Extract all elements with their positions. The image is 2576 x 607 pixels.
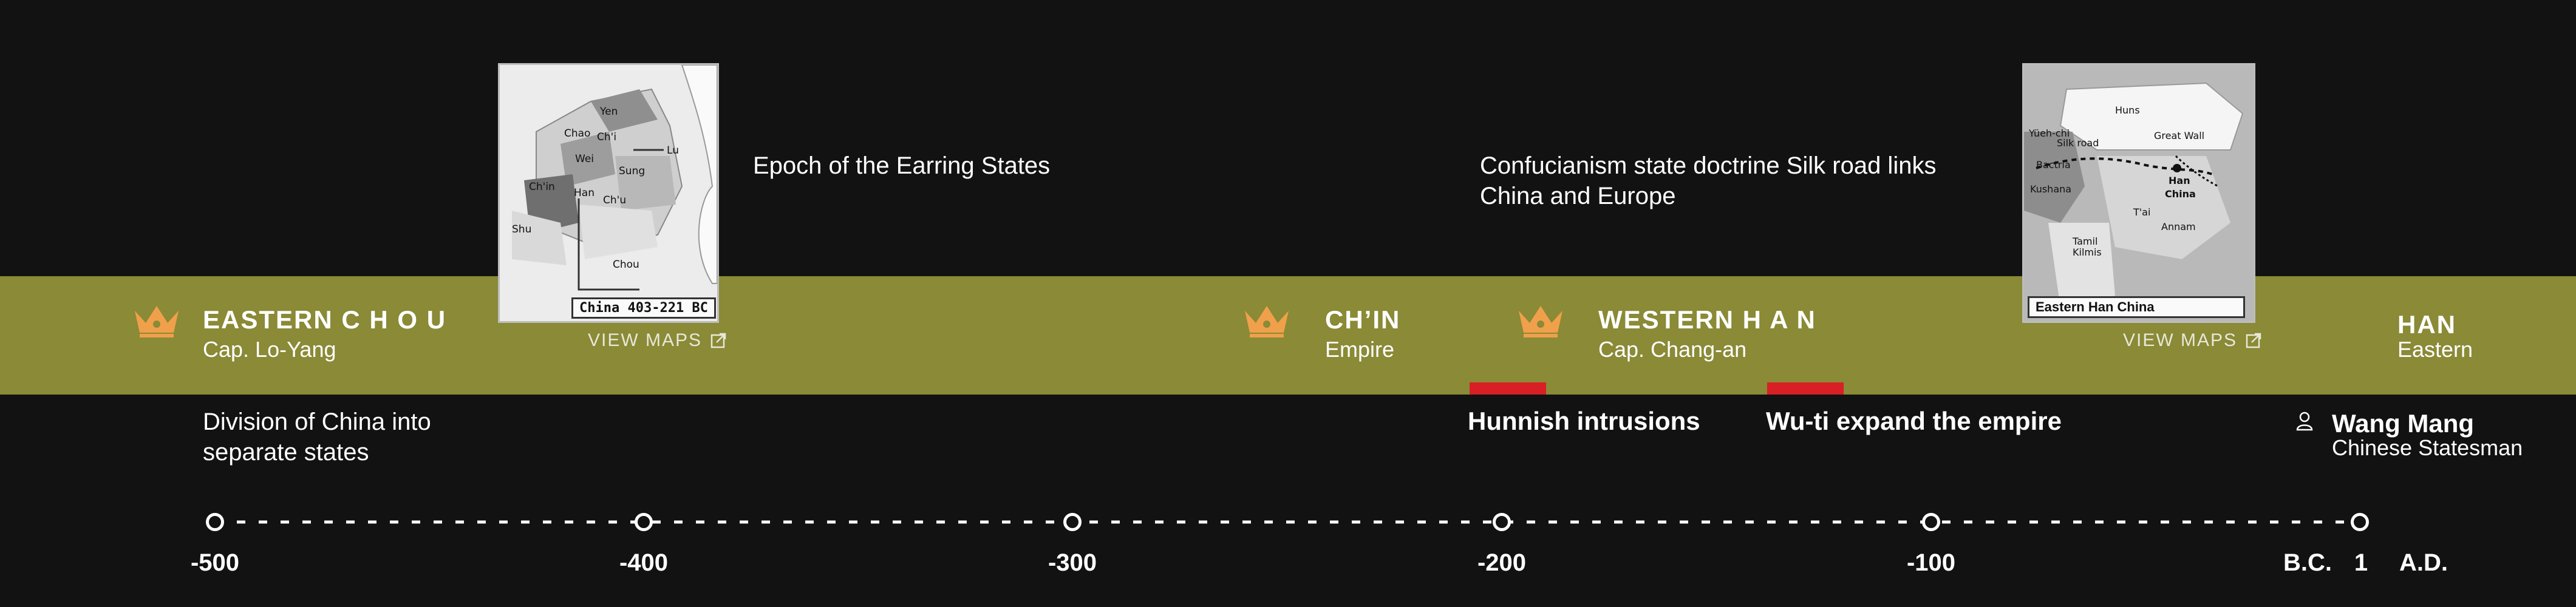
timeline-node[interactable]	[206, 513, 224, 531]
svg-text:Han: Han	[574, 187, 595, 199]
svg-text:Ch'in: Ch'in	[529, 181, 555, 193]
svg-text:Chao: Chao	[564, 127, 590, 140]
timeline-node[interactable]	[1493, 513, 1511, 531]
external-link-icon	[710, 333, 726, 348]
crown-icon	[135, 306, 179, 337]
svg-text:Chou: Chou	[613, 259, 639, 271]
dynasty-sub-han: Eastern	[2397, 337, 2473, 362]
svg-text:Bactria: Bactria	[2036, 159, 2071, 171]
dynasty-sub-western-han: Cap. Chang-an	[1598, 337, 1747, 362]
svg-text:Ch'i: Ch'i	[597, 131, 616, 143]
person-name: Wang Mang	[2332, 409, 2475, 438]
external-link-icon	[2246, 333, 2261, 348]
person-role: Chinese Statesman	[2332, 435, 2523, 460]
timeline-node[interactable]	[1063, 513, 1082, 531]
event-hunnish-intrusions: Hunnish intrusions	[1468, 407, 1700, 435]
person-icon	[2296, 412, 2313, 431]
tick-label: -400	[619, 549, 669, 576]
event-wuti-expand: Wu-ti expand the empire	[1766, 407, 2062, 435]
description-division: Division of China into separate states	[203, 409, 431, 466]
map-thumbnail-china-403-221[interactable]: Yen Chao Ch'i Lu Wei Sung Ch'in Han Ch'u…	[498, 63, 719, 323]
event-marker	[1767, 382, 1844, 395]
svg-text:Huns: Huns	[2115, 104, 2140, 116]
map-china-warring-states: Yen Chao Ch'i Lu Wei Sung Ch'in Han Ch'u…	[500, 65, 717, 321]
dynasty-name-western-han: WESTERN H A N	[1598, 305, 1816, 334]
crown-icon	[1245, 306, 1289, 337]
view-maps-link[interactable]: VIEW MAPS	[588, 330, 726, 351]
svg-text:Tamil: Tamil	[2072, 236, 2097, 247]
svg-text:Kushana: Kushana	[2030, 183, 2071, 195]
tick-label: -200	[1477, 549, 1527, 576]
view-maps-label: VIEW MAPS	[588, 330, 703, 350]
svg-text:Han: Han	[2169, 175, 2190, 186]
map-eastern-han-china: Huns Yüeh-chi Silk road Great Wall Bactr…	[2024, 65, 2254, 321]
svg-text:Sung: Sung	[619, 165, 645, 177]
view-maps-label: VIEW MAPS	[2123, 330, 2238, 350]
svg-text:Annam: Annam	[2161, 221, 2196, 232]
map-caption: Eastern Han China	[2028, 296, 2245, 318]
description-confucianism: Confucianism state doctrine Silk road li…	[1480, 152, 1937, 209]
event-marker	[1470, 382, 1546, 395]
svg-text:Great Wall: Great Wall	[2154, 130, 2204, 141]
tick-label: -300	[1048, 549, 1097, 576]
svg-text:Ch'u: Ch'u	[603, 194, 626, 206]
svg-text:China: China	[2165, 188, 2196, 200]
bc-label: B.C.	[2283, 549, 2332, 576]
description-earring-states: Epoch of the Earring States	[753, 152, 1051, 179]
timeline-node[interactable]	[635, 513, 653, 531]
timeline-node[interactable]	[2351, 513, 2369, 531]
svg-text:Yen: Yen	[599, 106, 618, 118]
timeline-node[interactable]	[1922, 513, 1940, 531]
timeline-axis	[215, 520, 2360, 524]
view-maps-link[interactable]: VIEW MAPS	[2123, 330, 2261, 351]
dynasty-name-chin: CH’IN	[1325, 305, 1401, 334]
dynasty-name-han: HAN	[2397, 310, 2456, 339]
crown-icon	[1519, 306, 1562, 337]
dynasty-sub-eastern-chou: Cap. Lo-Yang	[203, 337, 336, 362]
ad-label: A.D.	[2399, 549, 2448, 576]
svg-text:Wei: Wei	[575, 153, 594, 165]
svg-text:Lu: Lu	[667, 144, 679, 157]
tick-label: -500	[190, 549, 240, 576]
svg-text:T'ai: T'ai	[2133, 206, 2150, 218]
dynasty-name-eastern-chou: EASTERN C H O U	[203, 305, 447, 334]
tick-label: 1	[2354, 549, 2368, 576]
dynasty-sub-chin: Empire	[1325, 337, 1395, 362]
map-caption: China 403-221 BC	[571, 297, 716, 319]
svg-text:Shu: Shu	[512, 223, 531, 236]
map-thumbnail-eastern-han[interactable]: Huns Yüeh-chi Silk road Great Wall Bactr…	[2022, 63, 2255, 323]
svg-text:Kilmis: Kilmis	[2073, 246, 2102, 258]
tick-label: -100	[1906, 549, 1956, 576]
svg-text:Yüeh-chi: Yüeh-chi	[2028, 127, 2070, 139]
svg-text:Silk road: Silk road	[2057, 137, 2099, 149]
